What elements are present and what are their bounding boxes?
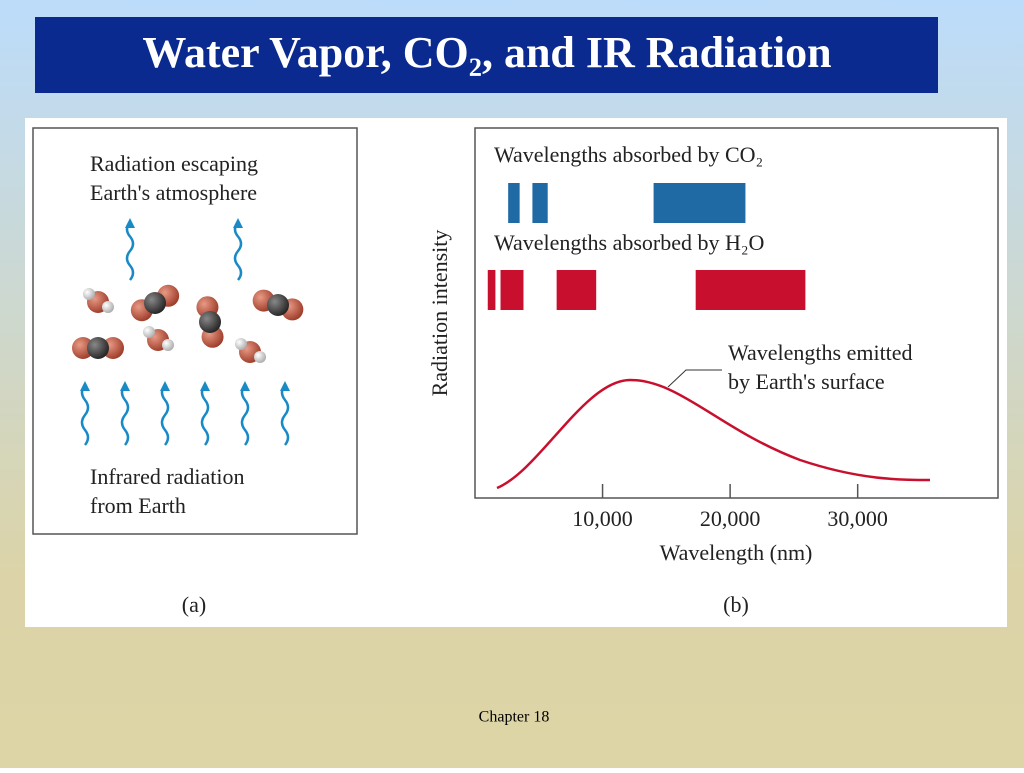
arrow-head: [125, 218, 135, 228]
x-tick-label: 30,000: [827, 506, 888, 531]
wavy-arrow: [160, 384, 170, 446]
arrow-head: [280, 381, 290, 391]
atom: [143, 326, 155, 338]
atom: [199, 311, 221, 333]
atom: [144, 292, 166, 314]
atom: [267, 294, 289, 316]
atom: [235, 338, 247, 350]
emission-curve: [496, 378, 931, 490]
atom: [87, 337, 109, 359]
annotation: by Earth's surface: [728, 369, 885, 394]
wavy-arrow: [280, 384, 290, 446]
x-tick-label: 20,000: [700, 506, 761, 531]
chart-frame: [474, 127, 999, 499]
slide-title: Water Vapor, CO₂, and IR Radiation: [142, 28, 831, 77]
absorption-band: [556, 270, 597, 310]
legend-label: Wavelengths absorbed by H₂O: [494, 230, 764, 255]
panel-a: Radiation escaping Earth's atmosphere In…: [90, 151, 258, 617]
absorption-band: [653, 183, 746, 223]
label: Earth's atmosphere: [90, 180, 257, 205]
arrow-head: [80, 381, 90, 391]
footer: Chapter 18: [479, 709, 550, 726]
atom: [102, 301, 114, 313]
wavy-arrow: [120, 384, 130, 446]
leader-line: [667, 369, 722, 388]
arrow-head: [240, 381, 250, 391]
absorption-band: [532, 183, 548, 223]
wavy-arrow: [80, 384, 90, 446]
arrow-head: [160, 381, 170, 391]
y-axis-label: Radiation intensity: [427, 230, 452, 397]
arrow-head: [233, 218, 243, 228]
x-axis-label: Wavelength (nm): [660, 540, 813, 565]
panel-a-frame: [32, 127, 358, 535]
wavy-arrow: [233, 221, 243, 281]
wavy-arrow: [240, 384, 250, 446]
caption: (b): [723, 592, 749, 617]
arrow-head: [120, 381, 130, 391]
label: Infrared radiation: [90, 464, 245, 489]
absorption-band: [695, 270, 806, 310]
panel-b: Radiation intensity Wavelength (nm) (b) …: [427, 142, 913, 617]
wavy-arrow: [125, 221, 135, 281]
label: Radiation escaping: [90, 151, 258, 176]
caption: (a): [182, 592, 206, 617]
annotation: Wavelengths emitted: [728, 340, 913, 365]
absorption-band: [487, 270, 496, 310]
legend-label: Wavelengths absorbed by CO₂: [494, 142, 763, 167]
atom: [83, 288, 95, 300]
atom: [162, 339, 174, 351]
wavy-arrow: [200, 384, 210, 446]
title-box: [35, 17, 938, 93]
arrow-head: [200, 381, 210, 391]
label: from Earth: [90, 493, 186, 518]
x-tick-label: 10,000: [572, 506, 633, 531]
atom: [254, 351, 266, 363]
absorption-band: [508, 183, 520, 223]
absorption-band: [500, 270, 524, 310]
